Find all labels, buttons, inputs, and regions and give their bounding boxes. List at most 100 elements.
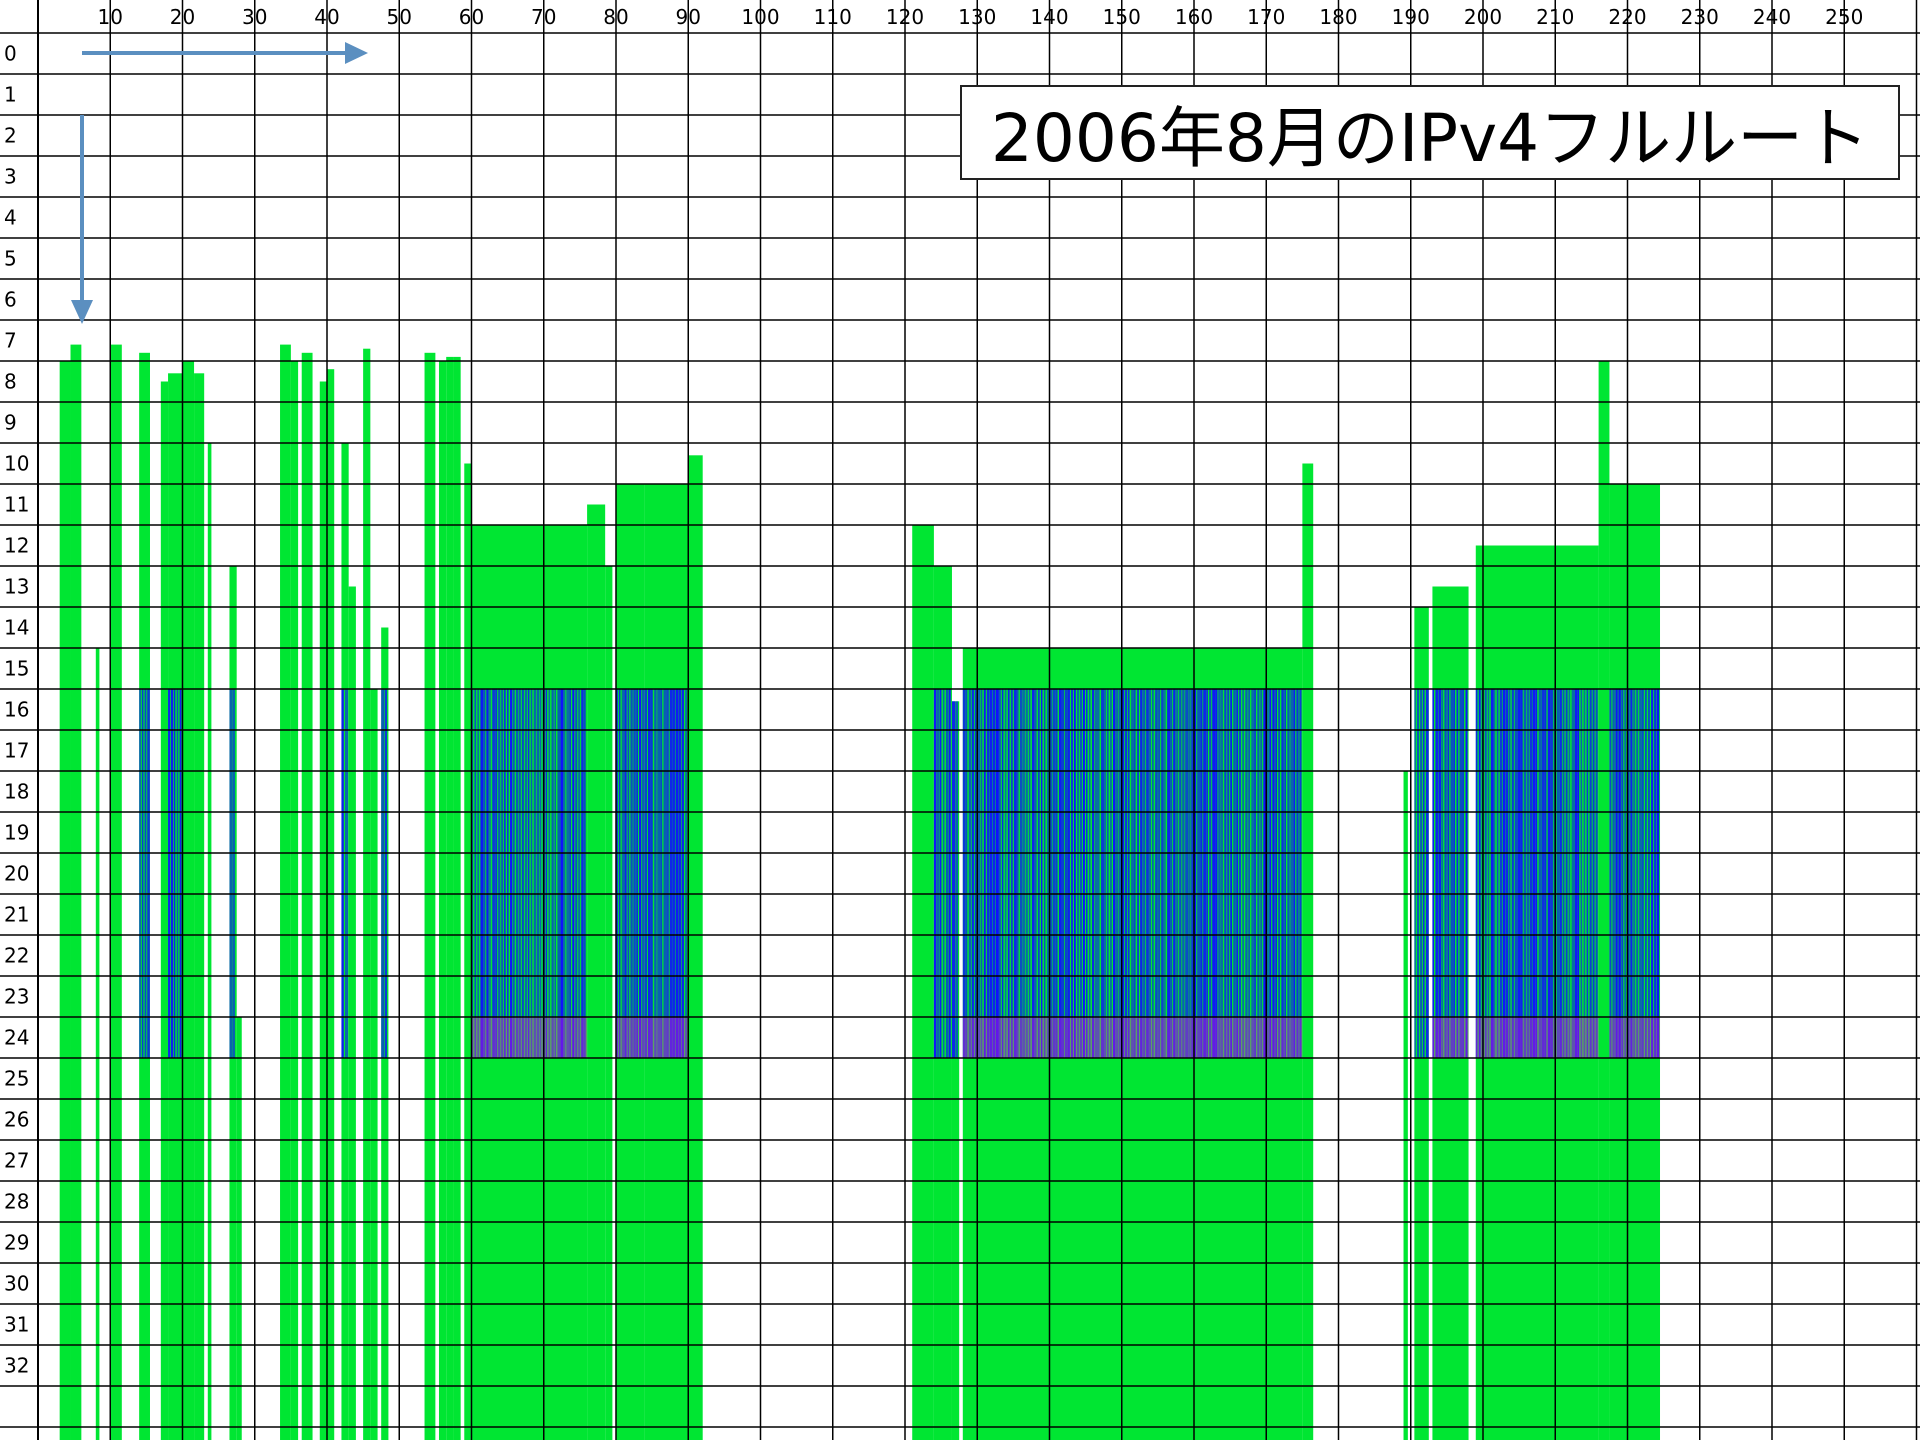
- y-tick-label: 24: [4, 1026, 29, 1050]
- speckle-stripe: [1456, 689, 1459, 1058]
- column-38: [1403, 771, 1408, 1440]
- speckle-stripe: [1520, 689, 1523, 1058]
- column-30-speckle: [616, 689, 645, 1058]
- column-43-speckle: [1609, 689, 1660, 1058]
- speckle-stripe: [483, 689, 486, 1058]
- speckle-stripe: [504, 689, 506, 1058]
- speckle-stripe: [651, 689, 653, 1058]
- column-17-speckle: [341, 689, 349, 1058]
- speckle-stripe: [1055, 689, 1058, 1058]
- speckle-stripe: [539, 689, 542, 1058]
- speckle-stripe: [1639, 689, 1642, 1058]
- speckle-stripe: [1547, 689, 1551, 1058]
- speckle-stripe: [1523, 689, 1527, 1058]
- speckle-stripe: [1164, 689, 1166, 1058]
- speckle-stripe: [1615, 689, 1618, 1058]
- x-tick-label: 240: [1753, 5, 1791, 29]
- column-42: [1598, 361, 1610, 1440]
- column-14: [301, 352, 313, 1440]
- speckle-stripe: [621, 689, 625, 1058]
- speckle-stripe: [644, 689, 648, 1058]
- speckle-stripe: [341, 689, 344, 1058]
- y-tick-label: 32: [4, 1354, 29, 1378]
- x-tick-label: 230: [1681, 5, 1719, 29]
- speckle-stripe: [1245, 689, 1248, 1058]
- y-tick-label: 11: [4, 493, 29, 517]
- y-tick-label: 8: [4, 370, 17, 394]
- column-1: [70, 344, 82, 1440]
- speckle-stripe: [1191, 689, 1194, 1058]
- speckle-stripe: [1143, 689, 1146, 1058]
- x-tick-label: 180: [1319, 5, 1357, 29]
- speckle-stripe: [630, 689, 633, 1058]
- speckle-stripe: [1514, 689, 1518, 1058]
- speckle-stripe: [1052, 689, 1056, 1058]
- speckle-stripe: [141, 689, 144, 1058]
- speckle-stripe: [933, 689, 937, 1058]
- speckle-stripe: [1016, 689, 1019, 1058]
- speckle-stripe: [675, 689, 679, 1058]
- speckle-stripe: [1484, 689, 1487, 1058]
- speckle-stripe: [1128, 689, 1130, 1058]
- speckle-stripe: [1089, 689, 1091, 1058]
- speckle-stripe: [1230, 689, 1233, 1058]
- speckle-stripe: [1040, 689, 1043, 1058]
- speckle-stripe: [980, 689, 983, 1058]
- speckle-stripe: [1511, 689, 1514, 1058]
- speckle-stripe: [384, 689, 387, 1058]
- speckle-stripe: [1651, 689, 1654, 1058]
- column-7: [182, 361, 195, 1440]
- speckle-stripe: [1459, 689, 1463, 1058]
- speckle-stripe: [501, 689, 504, 1058]
- speckle-stripe: [1269, 689, 1272, 1058]
- speckle-stripe: [1657, 689, 1660, 1058]
- speckle-stripe: [1221, 689, 1223, 1058]
- speckle-stripe: [1633, 689, 1636, 1058]
- speckle-stripe: [1107, 689, 1109, 1058]
- y-tick-label: 7: [4, 329, 17, 353]
- speckle-stripe: [654, 689, 657, 1058]
- speckle-stripe: [1290, 689, 1294, 1058]
- column-31-speckle: [644, 689, 687, 1058]
- speckle-stripe: [578, 689, 581, 1058]
- speckle-stripe: [581, 689, 584, 1058]
- x-tick-label: 130: [958, 5, 996, 29]
- speckle-stripe: [1609, 689, 1612, 1058]
- speckle-stripe: [1583, 689, 1586, 1058]
- speckle-stripe: [139, 689, 141, 1058]
- speckle-stripe: [1092, 689, 1095, 1058]
- column-23: [438, 361, 447, 1440]
- speckle-stripe: [1541, 689, 1545, 1058]
- speckle-stripe: [569, 689, 571, 1058]
- speckle-stripe: [627, 689, 630, 1058]
- column-36-speckle: [962, 689, 1302, 1058]
- column-6-speckle: [168, 689, 182, 1058]
- speckle-stripe: [551, 689, 554, 1058]
- x-tick-labels: 10 20 30 40 50 60 70 80 90 100 110 120 130 140 150 160 1…: [98, 5, 1864, 29]
- speckle-stripe: [951, 701, 956, 1058]
- column-40-high-band: [1432, 1017, 1469, 1058]
- x-tick-label: 50: [387, 5, 412, 29]
- speckle-stripe: [1218, 689, 1221, 1058]
- speckle-stripe: [1004, 689, 1007, 1058]
- speckle-stripe: [669, 689, 673, 1058]
- speckle-stripe: [1031, 689, 1035, 1058]
- x-tick-label: 140: [1030, 5, 1068, 29]
- speckle-stripe: [1137, 689, 1139, 1058]
- x-tick-label: 60: [459, 5, 484, 29]
- speckle-stripe: [1242, 689, 1244, 1058]
- speckle-stripe: [584, 689, 586, 1058]
- speckle-stripe: [1627, 689, 1630, 1058]
- speckle-stripe: [1592, 689, 1595, 1058]
- speckle-stripe: [554, 689, 556, 1058]
- speckle-stripe: [1438, 689, 1442, 1058]
- x-tick-label: 120: [886, 5, 924, 29]
- speckle-stripe: [1119, 689, 1122, 1058]
- speckle-stripe: [563, 689, 566, 1058]
- speckle-stripe: [1586, 689, 1589, 1058]
- speckle-stripe: [1450, 689, 1454, 1058]
- speckle-stripe: [1618, 689, 1621, 1058]
- speckle-stripe: [1194, 689, 1197, 1058]
- speckle-stripe: [1158, 689, 1161, 1058]
- column-35: [951, 701, 960, 1440]
